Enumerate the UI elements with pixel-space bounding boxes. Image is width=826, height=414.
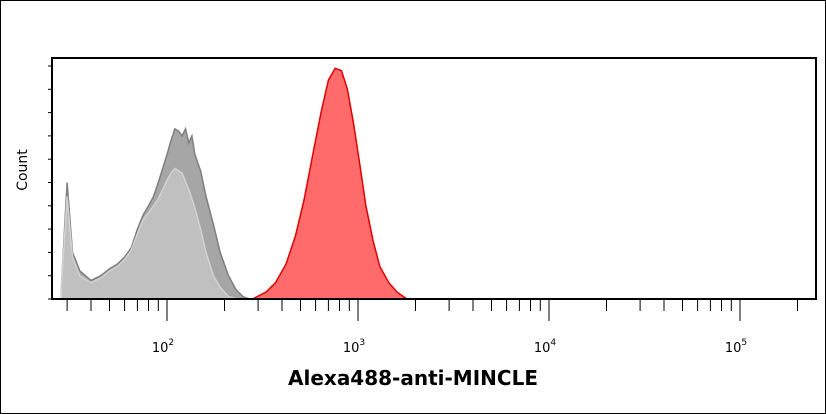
series-layer (60, 67, 410, 300)
plot-frame (51, 57, 817, 300)
histogram-series-3 (252, 67, 410, 300)
y-axis (48, 65, 52, 300)
x-axis-label: Alexa488-anti-MINCLE (288, 366, 538, 390)
x-tick-label-3: 103 (343, 338, 365, 356)
histogram-series-2 (60, 167, 237, 300)
x-axis: 102 103 104 105 (66, 299, 798, 356)
x-tick-label-2: 102 (152, 338, 174, 356)
x-tick-label-4: 104 (534, 338, 557, 356)
y-axis-label: Count (15, 149, 31, 191)
x-tick-label-5: 105 (725, 338, 747, 356)
